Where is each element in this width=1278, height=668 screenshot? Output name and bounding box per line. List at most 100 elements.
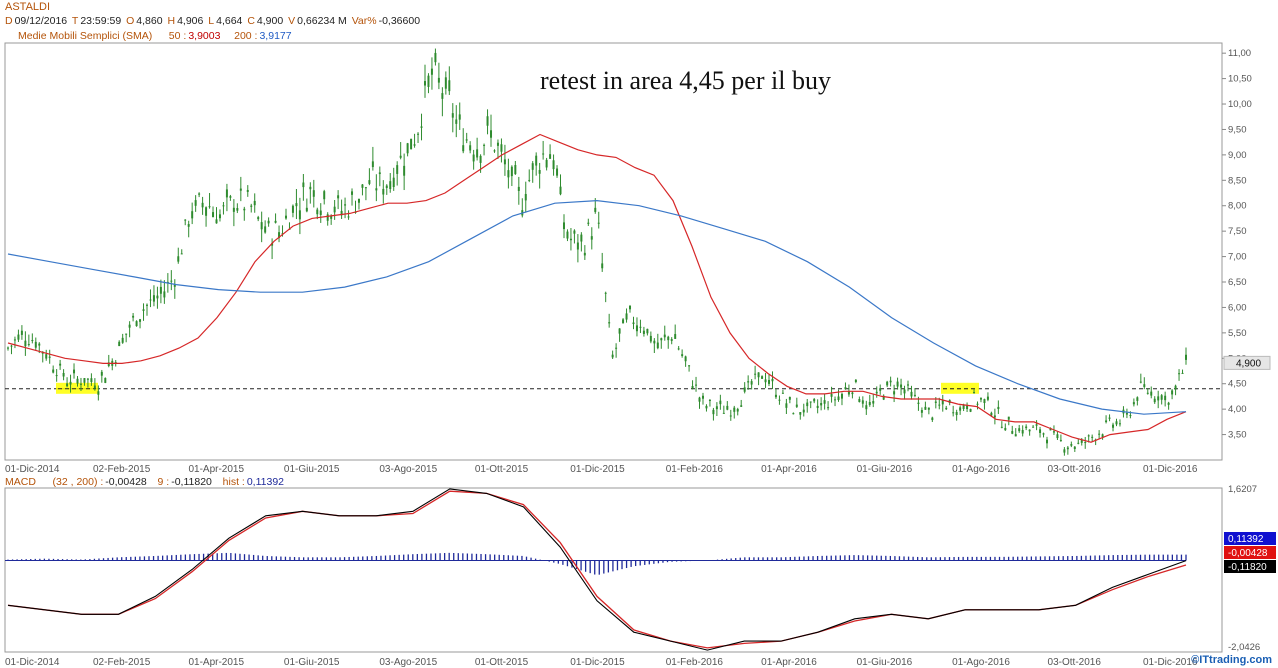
candle-body: [549, 154, 552, 159]
candle-body: [180, 253, 183, 255]
candle-body: [298, 210, 301, 220]
candle-body: [1046, 439, 1049, 444]
y-tick-label: 9,00: [1228, 150, 1247, 161]
candle-body: [472, 154, 475, 162]
candle-body: [587, 222, 590, 224]
candle-body: [375, 188, 378, 191]
candle-body: [719, 400, 722, 405]
macd-value-badge: [1224, 532, 1276, 545]
candle-body: [660, 338, 663, 341]
candle-body: [340, 210, 343, 216]
candle-body: [840, 393, 843, 399]
x-tick-label-macd: 01-Giu-2016: [857, 657, 913, 668]
candle-body: [1000, 426, 1003, 428]
candle-body: [792, 413, 795, 415]
macd-y-label: -2,0426: [1228, 642, 1260, 653]
candle-body: [250, 205, 253, 207]
candle-body: [507, 170, 510, 178]
x-tick-label-macd: 01-Dic-2015: [570, 657, 625, 668]
candle-body: [656, 342, 659, 349]
candle-body: [361, 184, 364, 188]
candle-body: [278, 232, 281, 238]
candle-body: [733, 407, 736, 412]
candle-body: [1014, 434, 1017, 437]
candle-body: [330, 215, 333, 219]
candle-body: [382, 188, 385, 195]
candle-body: [118, 341, 121, 347]
candle-body: [1063, 449, 1066, 453]
candle-body: [215, 219, 218, 224]
candle-body: [695, 384, 698, 386]
candle-body: [417, 133, 420, 135]
candle-body: [820, 402, 823, 406]
candle-body: [566, 231, 569, 239]
candle-body: [893, 391, 896, 395]
candle-body: [681, 354, 684, 356]
candle-body: [337, 195, 340, 199]
candle-body: [1174, 385, 1177, 390]
candle-body: [872, 401, 875, 404]
candle-body: [576, 242, 579, 250]
candle-body: [364, 187, 367, 189]
candle-body: [559, 186, 562, 195]
candle-body: [861, 400, 864, 404]
candle-body: [886, 381, 889, 386]
candle-body: [1112, 424, 1115, 428]
candle-body: [403, 165, 406, 176]
candle-body: [653, 340, 656, 344]
candle-body: [813, 399, 816, 402]
candle-body: [423, 81, 426, 86]
sma-line-200: [7, 199, 1187, 415]
candle-body: [583, 252, 586, 256]
candle-body: [135, 321, 138, 327]
candle-body: [580, 234, 583, 242]
candle-body: [246, 189, 249, 192]
macd-value-label: 0,11392: [1228, 534, 1264, 545]
candle-body: [1153, 398, 1156, 403]
candle-body: [225, 189, 228, 198]
candle-body: [920, 410, 923, 413]
x-tick-label: 01-Ago-2016: [952, 464, 1010, 475]
candle-body: [809, 401, 812, 403]
candle-body: [1070, 444, 1073, 446]
candle-body: [1080, 440, 1083, 443]
candle-body: [997, 406, 1000, 410]
candle-body: [198, 193, 201, 195]
y-tick-label: 6,50: [1228, 277, 1247, 288]
candle-body: [1115, 421, 1118, 425]
candle-body: [448, 80, 451, 92]
candle-body: [437, 77, 440, 83]
candle-body: [13, 339, 16, 341]
candle-body: [976, 403, 979, 405]
candle-body: [205, 207, 208, 216]
candle-body: [698, 397, 701, 402]
x-tick-label-macd: 01-Giu-2015: [284, 657, 340, 668]
candle-body: [1052, 431, 1055, 433]
y-tick-label: 11,00: [1228, 48, 1251, 59]
candle-body: [1042, 433, 1045, 435]
candle-body: [389, 181, 392, 190]
candle-body: [316, 209, 319, 215]
candle-body: [611, 354, 614, 358]
y-tick-label: 7,50: [1228, 226, 1247, 237]
y-tick-label: 5,50: [1228, 328, 1247, 339]
candle-body: [927, 407, 930, 410]
candle-body: [187, 224, 190, 227]
candle-body: [31, 340, 34, 342]
candle-body: [1139, 381, 1142, 383]
candle-body: [847, 391, 850, 395]
candle-body: [1108, 417, 1111, 419]
candle-body: [990, 412, 993, 416]
candle-body: [938, 404, 941, 406]
candle-body: [7, 347, 9, 349]
candle-body: [618, 328, 621, 334]
candle-body: [357, 198, 360, 203]
candle-body: [490, 130, 493, 138]
candle-body: [326, 214, 329, 221]
candle-body: [785, 403, 788, 408]
candle-body: [191, 211, 194, 219]
x-tick-label: 02-Feb-2015: [93, 464, 151, 475]
candle-body: [271, 243, 274, 246]
candle-body: [1098, 433, 1101, 435]
candle-body: [1178, 373, 1181, 375]
